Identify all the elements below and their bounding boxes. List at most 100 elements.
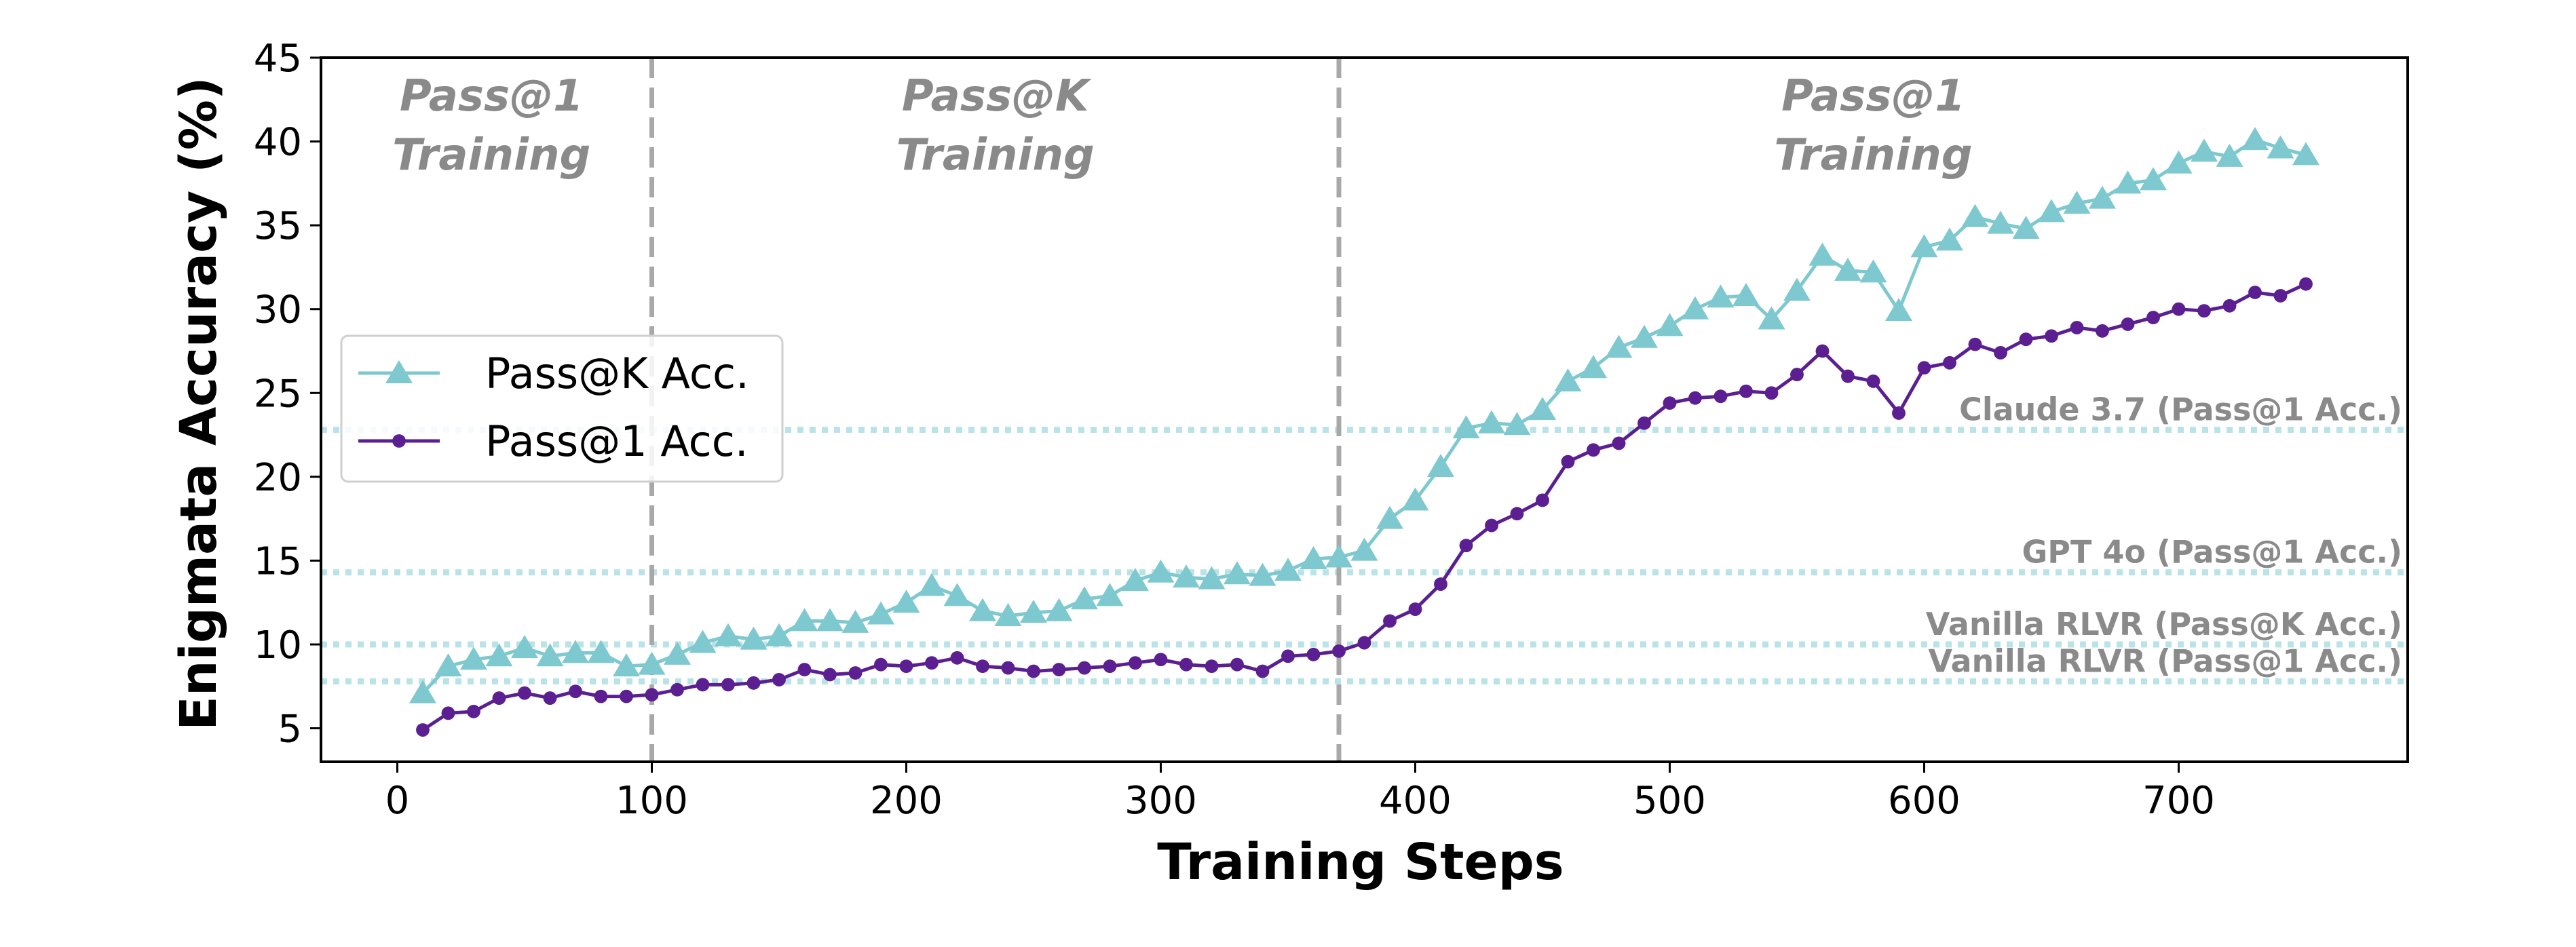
phase-label-line2: Training <box>1774 130 1972 180</box>
series-pass-k <box>409 127 2319 703</box>
data-point <box>2165 150 2193 174</box>
data-point <box>994 602 1022 626</box>
data-point <box>867 601 894 625</box>
phase-label-line1: Pass@K <box>902 71 1092 121</box>
y-tick-label: 40 <box>254 121 302 165</box>
data-point <box>1230 657 1244 672</box>
data-point <box>2292 142 2319 166</box>
data-point <box>1198 566 1226 590</box>
data-point <box>416 723 430 737</box>
x-tick-label: 700 <box>2142 779 2215 823</box>
data-point <box>645 688 659 702</box>
data-point <box>485 643 513 667</box>
data-point <box>1510 507 1524 521</box>
data-point <box>721 678 735 692</box>
reference-line-label: GPT 4o (Pass@1 Acc.) <box>2022 534 2402 571</box>
data-point <box>797 663 812 676</box>
data-point <box>874 657 888 672</box>
data-point <box>1656 313 1684 336</box>
reference-line-label: Vanilla RLVR (Pass@K Acc.) <box>1926 606 2402 642</box>
y-tick-label: 5 <box>278 708 302 752</box>
data-point <box>1096 583 1124 606</box>
data-point <box>816 608 844 632</box>
y-tick-label: 20 <box>254 456 302 500</box>
data-point <box>2248 286 2262 299</box>
data-point <box>511 634 538 658</box>
data-point <box>1027 664 1040 678</box>
data-point <box>1147 559 1175 583</box>
data-point <box>562 640 589 663</box>
data-point <box>1612 436 1626 450</box>
legend-item: Pass@1 Acc. <box>358 417 749 466</box>
data-point <box>943 583 971 606</box>
data-point <box>1122 568 1149 592</box>
y-tick-label: 15 <box>254 539 302 583</box>
data-point <box>2038 199 2065 223</box>
data-point <box>2197 304 2211 318</box>
data-point <box>1943 355 1956 370</box>
data-point <box>2045 329 2058 343</box>
data-point <box>969 598 996 621</box>
data-point <box>1306 647 1321 661</box>
phase-label-line2: Training <box>896 130 1095 180</box>
data-point <box>1529 397 1556 420</box>
data-point <box>2089 185 2116 209</box>
data-point <box>1808 242 1836 266</box>
legend-box <box>340 334 784 483</box>
data-point <box>791 608 818 632</box>
data-point <box>1052 663 1066 676</box>
data-point <box>2191 138 2218 162</box>
data-point <box>1224 561 1251 585</box>
data-point <box>1561 455 1575 469</box>
data-point <box>1078 661 1091 675</box>
data-point <box>1783 277 1811 301</box>
data-point <box>1503 412 1531 436</box>
data-point <box>1917 361 1931 375</box>
x-tick-label: 0 <box>385 779 410 823</box>
data-point <box>467 704 480 718</box>
data-point <box>841 609 869 633</box>
data-point <box>1485 518 1498 533</box>
data-point <box>2140 167 2167 191</box>
data-point <box>536 643 564 667</box>
data-point <box>664 641 691 665</box>
data-point <box>1459 539 1473 553</box>
data-point <box>613 653 640 677</box>
axes-layer: 0 100 200 300 400 500 600 700 5 10 15 20 25 30 35 40 45 <box>254 37 2409 823</box>
data-point <box>2114 170 2142 194</box>
data-point <box>670 682 684 697</box>
x-tick-label: 100 <box>615 779 688 823</box>
data-point <box>1885 298 1912 322</box>
data-point <box>1688 391 1702 405</box>
y-tick-label: 10 <box>254 623 302 668</box>
phase-labels-layer: Pass@1 Training Pass@K Training Pass@1 Traini… <box>392 71 1972 180</box>
data-point <box>2172 302 2186 316</box>
data-point <box>1707 284 1735 308</box>
data-point <box>1987 210 2014 234</box>
data-point <box>2019 332 2033 347</box>
data-point <box>1249 562 1276 586</box>
data-point <box>1536 493 1549 507</box>
y-tick-label: 45 <box>254 37 302 81</box>
data-point <box>1103 659 1117 674</box>
data-point <box>434 653 462 677</box>
phase-label-line2: Training <box>392 130 590 180</box>
x-tick-label: 600 <box>1888 779 1961 823</box>
data-point <box>1274 558 1302 581</box>
data-point <box>594 689 608 703</box>
phase-label-line1: Pass@1 <box>1781 71 1965 121</box>
data-point <box>823 668 837 682</box>
data-point <box>1325 544 1352 568</box>
data-point <box>1732 282 1760 306</box>
data-point <box>518 686 531 700</box>
data-point <box>899 659 913 674</box>
reference-line-label: Vanilla RLVR (Pass@1 Acc.) <box>1928 642 2402 679</box>
data-point <box>1300 545 1327 569</box>
data-point <box>1605 334 1633 358</box>
data-point <box>620 689 633 703</box>
data-point <box>1968 337 1982 351</box>
legend-item: Pass@K Acc. <box>358 349 749 398</box>
data-point <box>746 676 761 690</box>
data-point <box>925 656 939 670</box>
data-point <box>976 659 989 674</box>
